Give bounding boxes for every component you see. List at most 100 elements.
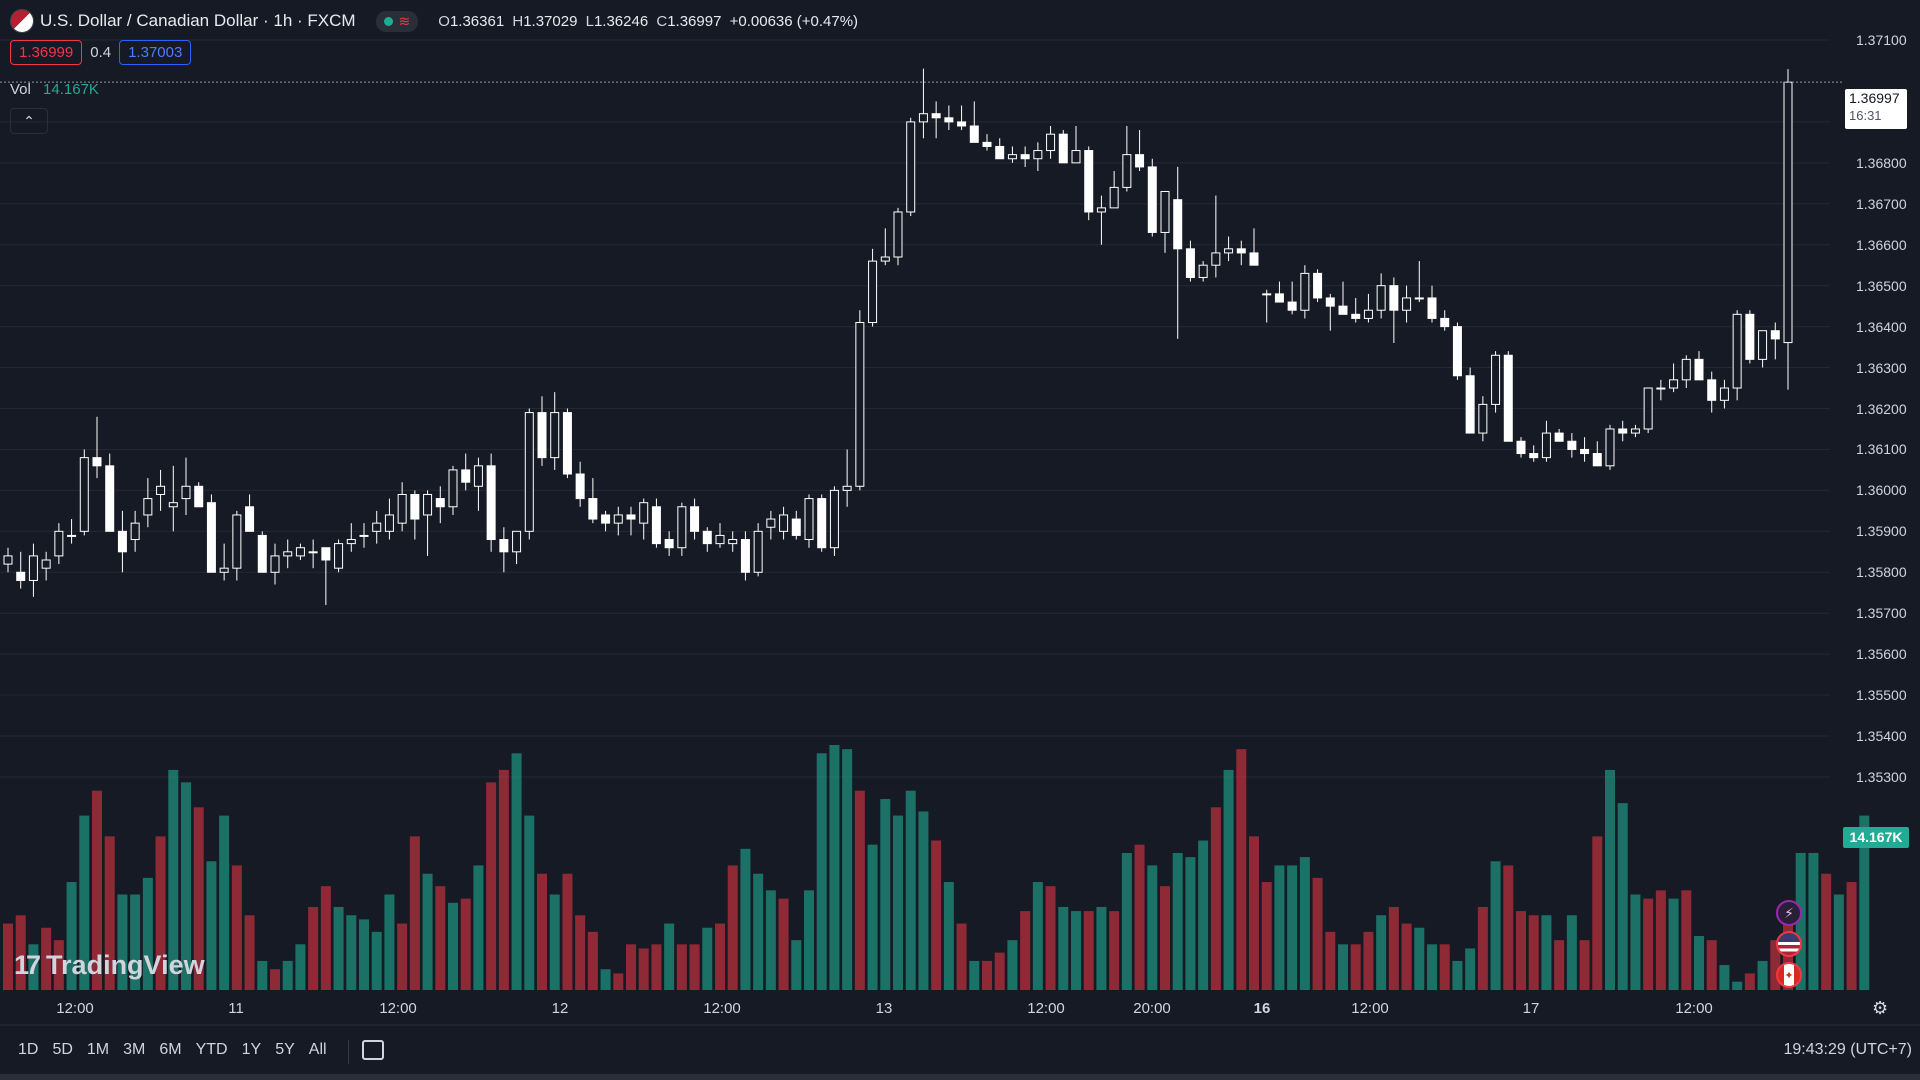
volume-bar [1452,960,1463,990]
candle-body [1033,150,1043,160]
range-button-1y[interactable]: 1Y [241,1041,262,1058]
candle-body [1440,317,1450,328]
buy-button[interactable]: 1.37003 [119,40,192,65]
volume-bar [193,807,204,990]
collapse-legend-button[interactable]: ⌃ [10,108,48,134]
volume-bar [498,769,509,990]
range-button-ytd[interactable]: YTD [195,1041,228,1058]
clock-timezone[interactable]: 19:43:29 (UTC+7) [1783,1041,1912,1058]
candle-body [435,498,445,508]
candle-body [613,514,623,524]
candle-body [28,555,38,581]
volume-bar [562,873,573,990]
price-tick-label: 1.35300 [1856,769,1907,785]
open-value: 1.36361 [449,12,505,30]
volume-histogram [3,745,1870,990]
candle-body [1605,428,1615,467]
range-button-1m[interactable]: 1M [86,1041,110,1058]
candle-body [804,498,814,541]
candle-body [1096,207,1106,213]
low-value: 1.36246 [593,12,649,30]
candle-body [1465,375,1475,434]
candle-body [1669,379,1679,389]
time-tick-label: 17 [1522,1000,1540,1017]
candle-body [690,506,700,532]
candle-body [855,322,865,487]
settings-gear-icon[interactable]: ⚙ [1872,998,1889,1018]
trade-panel: 1.36999 0.4 1.37003 [10,40,192,65]
us-event-flag-icon[interactable] [1776,931,1802,957]
candle-body [397,493,407,524]
volume-bar [842,749,853,990]
volume-bar [1668,898,1679,990]
candle-body [575,473,585,500]
candle-body [944,117,954,123]
volume-bar [1198,840,1209,990]
market-status-pill[interactable]: ≋ [375,10,419,32]
calendar-icon[interactable] [362,1040,384,1060]
range-button-6m[interactable]: 6M [159,1041,182,1058]
candle-body [1516,440,1526,455]
volume-bar [79,815,90,990]
candle-body [842,485,852,491]
candle-body [588,498,598,520]
candle-body [931,113,941,119]
range-button-5y[interactable]: 5Y [275,1041,295,1058]
range-button-5d[interactable]: 5D [52,1041,73,1058]
volume-price-tag: 14.167K [1843,827,1909,848]
volume-bar [1592,836,1603,990]
candle-body [283,551,293,557]
candle-body [1313,272,1323,299]
candle-body [893,211,903,258]
chart-canvas[interactable] [0,0,1920,1028]
range-button-1d[interactable]: 1D [18,1041,39,1058]
volume-bar [1795,852,1806,990]
sell-button[interactable]: 1.36999 [10,40,83,65]
volume-bar [740,848,751,990]
time-tick-label: 12:00 [1351,1000,1389,1017]
volume-bar [1605,769,1615,990]
candle-body [1643,387,1653,430]
volume-bar [409,836,420,990]
volume-bar [1185,857,1196,990]
volume-bar [689,944,700,990]
canada-event-flag-icon[interactable]: ✦ [1776,962,1802,988]
volume-legend[interactable]: Vol 14.167K [10,81,99,98]
price-tick-label: 1.36400 [1856,318,1907,335]
time-tick-label: 12:00 [379,1000,417,1017]
lightning-event-icon[interactable]: ⚡ [1776,900,1802,926]
range-button-3m[interactable]: 3M [123,1041,146,1058]
volume-bar [219,815,230,990]
volume-bar [1363,931,1374,990]
time-tick-label: 12 [551,1000,569,1017]
volume-bar [1210,807,1221,990]
volume-bar [994,952,1005,990]
volume-bar [791,940,802,990]
candle-body [1681,358,1691,381]
volume-bar [104,836,115,990]
candle-body [410,493,420,520]
candle-body [1592,453,1602,467]
symbol-title[interactable]: U.S. Dollar / Canadian Dollar · 1h · FXC… [40,11,356,30]
volume-bar [130,894,141,990]
range-button-all[interactable]: All [308,1041,327,1058]
candle-body [448,469,458,508]
grid [0,39,1830,778]
volume-bar [295,944,306,990]
volume-bar [1744,973,1755,990]
candle-body [1656,387,1666,390]
candle-body [117,530,127,553]
volume-bar [1516,911,1526,990]
candle-body [1783,81,1793,344]
volume-bar [778,898,789,990]
candle-body [715,534,725,545]
time-tick-label: 11 [228,1000,244,1017]
price-tick-label: 1.36100 [1856,441,1907,458]
candle-body [308,551,318,554]
candle-body [791,518,801,536]
volume-bar [702,927,713,990]
time-tick-label: 20:00 [1133,1000,1171,1017]
tradingview-logo[interactable]: 17 TradingView [14,950,205,981]
candle-body [957,121,967,127]
symbol-legend[interactable]: U.S. Dollar / Canadian Dollar · 1h · FXC… [10,8,858,34]
